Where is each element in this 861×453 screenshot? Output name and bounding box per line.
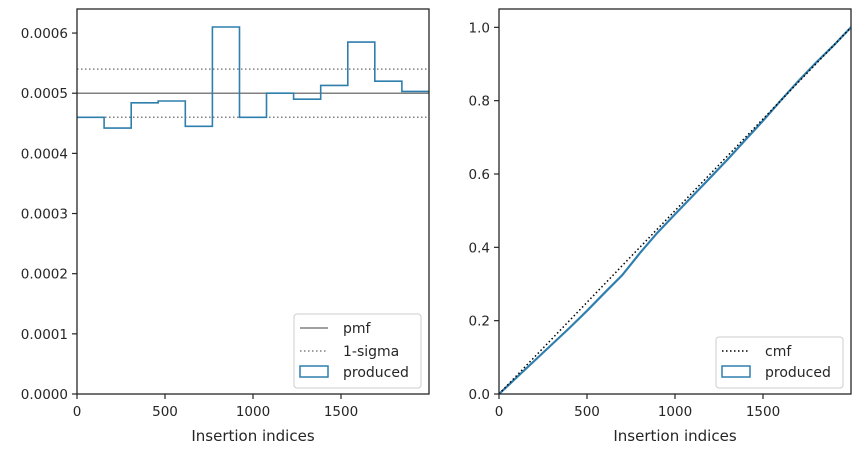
- right-x-tick-label: 1000: [658, 404, 692, 420]
- right-x-tick-label: 0: [495, 404, 504, 420]
- legend-pmf-label: pmf: [343, 321, 372, 337]
- left-legend: pmf 1-sigma produced: [293, 313, 422, 389]
- left-x-tick-label: 1000: [236, 404, 270, 420]
- right-y-tick-label: 0.4: [469, 240, 490, 256]
- cmf-line: [498, 26, 852, 395]
- right-y-tick-label: 0.0: [469, 387, 490, 403]
- right-x-tick-label: 1500: [746, 404, 780, 420]
- legend-sigma-label: 1-sigma: [343, 344, 399, 360]
- left-y-tick-label: 0.0001: [21, 327, 68, 343]
- left-x-ticks: 0 500 1000 1500: [73, 394, 358, 420]
- right-x-ticks: 0 500 1000 1500: [495, 394, 780, 420]
- left-plot-area: [77, 26, 429, 129]
- legend-produced-swatch: [299, 365, 329, 378]
- left-legend-box: [293, 313, 422, 389]
- produced-histogram: [77, 26, 429, 129]
- left-x-tick-label: 500: [152, 404, 178, 420]
- left-y-tick-label: 0.0005: [21, 86, 68, 102]
- right-legend-box: [715, 336, 844, 389]
- right-y-ticks: 0.0 0.2 0.4 0.6 0.8 1.0: [469, 20, 499, 403]
- left-x-axis-label: Insertion indices: [191, 427, 314, 445]
- left-y-tick-label: 0.0003: [21, 207, 68, 223]
- legend-produced-label: produced: [765, 365, 831, 381]
- left-x-tick-label: 0: [73, 404, 82, 420]
- left-panel: 0 500 1000 1500 0.00000.00010.00020.00030.0…: [21, 8, 430, 445]
- legend-produced-swatch: [721, 365, 751, 378]
- left-x-tick-label: 1500: [324, 404, 358, 420]
- right-panel: 0 500 1000 1500 0.0 0.2 0.4 0.6 0.8 1.0 Insertio…: [469, 8, 852, 445]
- right-y-tick-label: 1.0: [469, 20, 490, 36]
- legend-produced-label: produced: [343, 365, 409, 381]
- left-y-tick-label: 0.0006: [21, 26, 68, 42]
- right-y-tick-label: 0.6: [469, 167, 490, 183]
- right-legend: cmf produced: [715, 336, 844, 389]
- legend-cmf-label: cmf: [765, 344, 792, 360]
- right-y-tick-label: 0.2: [469, 314, 490, 330]
- right-x-axis-label: Insertion indices: [613, 427, 736, 445]
- right-plot-area: [498, 26, 852, 395]
- left-y-tick-label: 0.0002: [21, 267, 68, 283]
- left-y-ticks: 0.0000 0.0001 0.0002 0.0003 0.0004 0.0005 0.00…: [21, 26, 77, 403]
- left-y-tick-label: 0.0004: [21, 146, 68, 162]
- right-x-tick-label: 500: [574, 404, 600, 420]
- left-y-tick-label: 0.0000: [21, 387, 68, 403]
- right-y-tick-label: 0.8: [469, 94, 490, 110]
